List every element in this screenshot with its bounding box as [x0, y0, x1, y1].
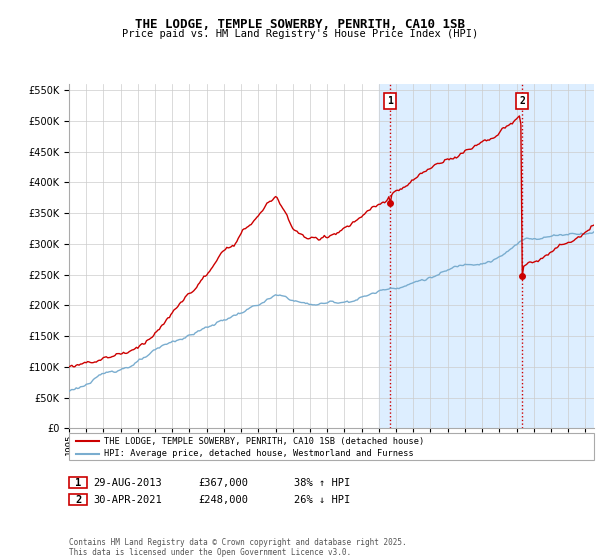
Text: Price paid vs. HM Land Registry's House Price Index (HPI): Price paid vs. HM Land Registry's House …: [122, 29, 478, 39]
Text: THE LODGE, TEMPLE SOWERBY, PENRITH, CA10 1SB (detached house): THE LODGE, TEMPLE SOWERBY, PENRITH, CA10…: [104, 437, 424, 446]
Text: 2: 2: [520, 96, 525, 106]
Bar: [379, 84, 594, 428]
Text: HPI: Average price, detached house, Westmorland and Furness: HPI: Average price, detached house, West…: [104, 449, 413, 458]
Text: 38% ↑ HPI: 38% ↑ HPI: [294, 478, 350, 488]
Text: 2: 2: [75, 494, 81, 505]
Text: 26% ↓ HPI: 26% ↓ HPI: [294, 494, 350, 505]
Text: 29-AUG-2013: 29-AUG-2013: [93, 478, 162, 488]
Text: 1: 1: [75, 478, 81, 488]
Text: Contains HM Land Registry data © Crown copyright and database right 2025.
This d: Contains HM Land Registry data © Crown c…: [69, 538, 407, 557]
Text: £248,000: £248,000: [198, 494, 248, 505]
Text: 1: 1: [388, 96, 393, 106]
Text: £367,000: £367,000: [198, 478, 248, 488]
Text: 30-APR-2021: 30-APR-2021: [93, 494, 162, 505]
Text: THE LODGE, TEMPLE SOWERBY, PENRITH, CA10 1SB: THE LODGE, TEMPLE SOWERBY, PENRITH, CA10…: [135, 18, 465, 31]
